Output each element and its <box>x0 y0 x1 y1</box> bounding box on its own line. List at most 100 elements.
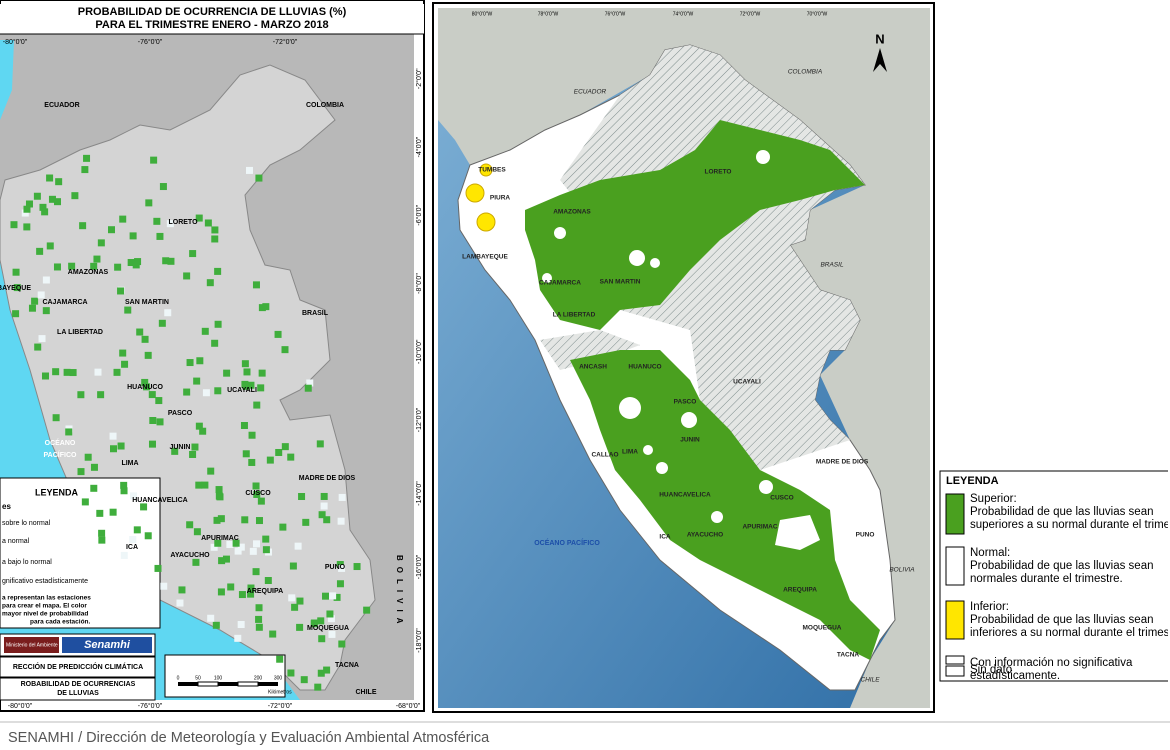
station <box>327 615 335 623</box>
station <box>71 192 79 200</box>
station <box>155 397 163 405</box>
station <box>214 267 222 275</box>
scale-tick: 200 <box>254 675 263 681</box>
region-label: JUNIN <box>680 437 700 444</box>
station <box>97 391 105 399</box>
legend-note: para cada estación. <box>30 619 91 626</box>
station <box>302 518 310 526</box>
legend-note: a representan las estaciones <box>2 595 91 602</box>
station <box>249 547 257 555</box>
coord-label: -8°0'0" <box>415 273 423 294</box>
country-label: BOLIVIA <box>889 567 914 574</box>
station <box>237 620 245 628</box>
region-label: APURIMAC <box>201 535 239 542</box>
region-label: LORETO <box>168 219 198 226</box>
coord-label: -80°0'0" <box>8 702 33 710</box>
station <box>119 349 127 357</box>
station <box>206 279 214 287</box>
station <box>41 372 49 380</box>
station <box>158 319 166 327</box>
region-label: BRASIL <box>302 310 329 317</box>
coord-label: -72°0'0" <box>268 702 293 710</box>
station <box>132 261 140 269</box>
region-label: JUNIN <box>169 444 190 451</box>
coord-label: 74°0'0"W <box>673 11 694 17</box>
legend-label: Con información no significativa <box>970 657 1133 669</box>
station <box>94 368 102 376</box>
station <box>160 582 168 590</box>
station <box>287 669 295 677</box>
station <box>252 568 260 576</box>
station <box>41 208 49 216</box>
station <box>247 590 255 598</box>
legend-desc: superiores a su normal durante el trimes… <box>970 519 1170 531</box>
station <box>141 378 149 386</box>
station <box>127 259 135 267</box>
legend-label: Inferior: <box>970 601 1009 613</box>
station <box>34 343 42 351</box>
station <box>36 247 44 255</box>
station <box>114 263 122 271</box>
country-label: BOLIVIA <box>395 555 404 629</box>
legend-note: para crear el mapa. El color <box>2 603 87 610</box>
station <box>189 450 197 458</box>
region-label: CHILE <box>356 689 377 696</box>
station <box>253 490 261 498</box>
station <box>226 540 234 548</box>
legend-heading: es <box>2 502 11 511</box>
coord-label: 72°0'0"W <box>740 11 761 17</box>
station <box>97 239 105 247</box>
station <box>214 320 222 328</box>
coord-label: -72°0'0" <box>273 38 298 46</box>
station <box>113 368 121 376</box>
legend-title: LEYENDA <box>946 475 999 487</box>
station <box>23 205 31 213</box>
station <box>222 555 230 563</box>
station <box>93 255 101 263</box>
region-label: MOQUEGUA <box>803 625 842 632</box>
legend-note: mayor nivel de probabilidad <box>2 611 88 618</box>
station <box>336 580 344 588</box>
station <box>328 630 336 638</box>
legend-desc: normales durante el trimestre. <box>970 573 1123 585</box>
station <box>148 391 156 399</box>
station <box>264 577 272 585</box>
country-label: CHILE <box>860 677 880 684</box>
station <box>195 481 203 489</box>
station <box>120 487 128 495</box>
station <box>333 593 341 601</box>
station <box>167 257 175 265</box>
station <box>255 174 263 182</box>
station <box>154 564 162 572</box>
region-label: PASCO <box>168 410 193 417</box>
station <box>12 268 20 276</box>
station <box>156 418 164 426</box>
region-label: UCAYALI <box>227 387 257 394</box>
coord-label: -18°0'0" <box>415 628 423 653</box>
station <box>232 539 240 547</box>
station <box>363 606 371 614</box>
region-label: TACNA <box>335 662 359 669</box>
coord-label: -12°0'0" <box>415 407 423 432</box>
station <box>164 309 172 317</box>
station <box>322 592 330 600</box>
station <box>338 493 346 501</box>
station <box>227 583 235 591</box>
station <box>338 564 346 572</box>
legend-item: a bajo lo normal <box>2 559 52 566</box>
station <box>124 306 132 314</box>
station <box>31 297 39 305</box>
station <box>294 542 302 550</box>
station <box>145 199 153 207</box>
station <box>191 443 199 451</box>
station <box>109 432 117 440</box>
region-label: MADRE DE DIOS <box>816 459 869 466</box>
region-label: LORETO <box>705 169 732 176</box>
scale-tick: 50 <box>195 675 201 681</box>
coord-label: -6°0'0" <box>415 204 423 225</box>
ocean-label: OCÉANO PACÍFICO <box>534 538 600 547</box>
station <box>275 448 283 456</box>
legend-desc: estadísticamente. <box>970 670 1060 682</box>
station <box>258 369 266 377</box>
